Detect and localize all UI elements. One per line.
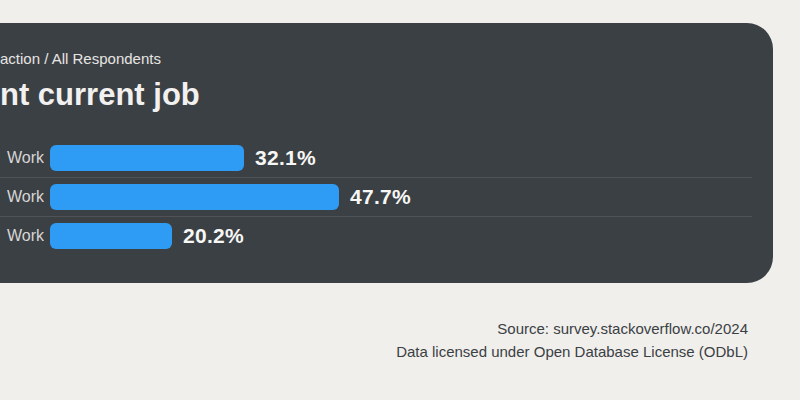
bar-row: Work 20.2% <box>0 216 752 255</box>
bar <box>50 145 244 171</box>
bar-row: Work 47.7% <box>0 177 752 216</box>
attribution: Source: survey.stackoverflow.co/2024 Dat… <box>396 317 748 363</box>
bar-category-label: Work <box>0 188 44 206</box>
bar-value-label: 20.2% <box>183 224 244 248</box>
bar-category-label: Work <box>0 227 44 245</box>
chart-card: action / All Respondents nt current job … <box>0 23 773 283</box>
bar-chart: Work 32.1% Work 47.7% Work 20.2% <box>0 139 752 255</box>
source-text: Source: survey.stackoverflow.co/2024 <box>396 317 748 340</box>
bar-value-label: 47.7% <box>350 185 411 209</box>
bar <box>50 223 172 249</box>
bar-row: Work 32.1% <box>0 139 752 177</box>
bar <box>50 184 339 210</box>
bar-category-label: Work <box>0 149 44 167</box>
chart-subtitle: action / All Respondents <box>0 50 161 68</box>
chart-title: nt current job <box>0 78 200 112</box>
chart-screenshot: action / All Respondents nt current job … <box>0 0 800 400</box>
bar-value-label: 32.1% <box>255 146 316 170</box>
license-text: Data licensed under Open Database Licens… <box>396 340 748 363</box>
